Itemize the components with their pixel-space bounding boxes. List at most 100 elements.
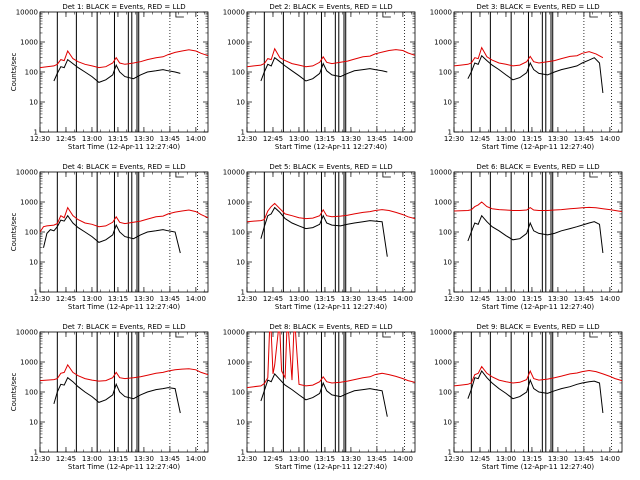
chart-panel-4: Det 4: BLACK = Events, RED = LLD 1 10 100 10… [10,163,209,311]
x-tick-label: 14:00 [393,295,413,303]
x-axis-label: Start Time (12-Apr-11 12:27:40) [68,463,180,471]
y-tick-label: 10 [443,99,452,107]
x-tick-label: 13:30 [548,135,568,143]
x-tick-label: 14:00 [186,295,206,303]
chart-title: Det 7: BLACK = Events, RED = LLD [62,323,185,331]
y-tick-label: 100 [439,389,452,397]
x-tick-label: 13:45 [574,295,594,303]
plot-frame [453,171,623,293]
x-tick-label: 14:00 [393,135,413,143]
x-axis-label: Start Time (12-Apr-11 12:27:40) [275,463,387,471]
y-tick-label: 1000 [227,39,245,47]
y-tick-label: 1000 [20,39,38,47]
y-tick-label: 1 [34,289,38,297]
x-tick-label: 13:30 [341,455,361,463]
x-tick-label: 13:15 [522,135,542,143]
chart-panel-7: Det 7: BLACK = Events, RED = LLD 1 10 100 10… [10,323,209,471]
x-tick-label: 12:45 [470,135,490,143]
x-tick-label: 12:30 [444,455,464,463]
x-tick-label: 13:45 [367,455,387,463]
x-tick-label: 13:15 [315,295,335,303]
x-tick-label: 13:15 [108,135,128,143]
events-series-line [260,206,388,257]
y-tick-label: 10 [443,419,452,427]
y-tick-label: 1000 [227,359,245,367]
x-tick-label: 13:00 [496,295,516,303]
x-axis-label: Start Time (12-Apr-11 12:27:40) [275,143,387,151]
plot-frame [39,331,209,453]
lld-series-line [246,47,416,68]
y-tick-label: 100 [232,229,245,237]
y-tick-label: 10000 [430,169,452,177]
y-axis-label: Counts/sec [10,213,18,252]
lld-series-line [39,363,209,382]
lld-series-line [453,365,623,387]
events-series-line [467,214,604,254]
x-tick-label: 13:00 [289,455,309,463]
x-tick-label: 12:45 [56,135,76,143]
x-axis-label: Start Time (12-Apr-11 12:27:40) [482,303,594,311]
interval-bracket [175,172,184,178]
x-tick-label: 12:45 [263,295,283,303]
x-tick-label: 13:45 [160,295,180,303]
chart-panel-2: Det 2: BLACK = Events, RED = LLD 1 10 100 10… [223,3,416,151]
chart-title: Det 8: BLACK = Events, RED = LLD [269,323,392,331]
x-tick-label: 13:00 [496,135,516,143]
x-tick-label: 13:15 [315,135,335,143]
lld-series-line [246,202,416,223]
lld-series-line [246,331,416,389]
x-axis-label: Start Time (12-Apr-11 12:27:40) [68,303,180,311]
events-series-line [467,54,604,94]
y-tick-label: 10000 [16,9,38,17]
x-tick-label: 13:00 [82,455,102,463]
x-tick-label: 13:15 [108,295,128,303]
x-tick-label: 14:00 [186,135,206,143]
x-tick-label: 13:45 [574,455,594,463]
x-tick-label: 13:45 [160,455,180,463]
y-tick-label: 10 [29,419,38,427]
x-axis-label: Start Time (12-Apr-11 12:27:40) [275,303,387,311]
y-axis-label: Counts/sec [10,53,18,92]
y-tick-label: 100 [25,69,38,77]
lld-series-line [453,46,604,67]
y-tick-label: 10000 [223,9,245,17]
x-tick-label: 12:30 [237,295,257,303]
x-tick-label: 14:00 [186,455,206,463]
x-tick-label: 12:45 [263,455,283,463]
y-tick-label: 1 [448,449,452,457]
chart-panel-6: Det 6: BLACK = Events, RED = LLD 1 10 100 10… [430,163,623,311]
y-tick-label: 1000 [227,199,245,207]
y-tick-label: 1 [241,289,245,297]
x-tick-label: 12:45 [56,295,76,303]
interval-bracket [382,332,391,338]
y-tick-label: 100 [232,389,245,397]
chart-title: Det 9: BLACK = Events, RED = LLD [476,323,599,331]
x-tick-label: 13:45 [160,135,180,143]
x-tick-label: 12:30 [30,295,50,303]
x-axis-label: Start Time (12-Apr-11 12:27:40) [68,143,180,151]
chart-panel-5: Det 5: BLACK = Events, RED = LLD 1 10 100 10… [223,163,416,311]
y-tick-label: 1 [34,129,38,137]
x-tick-label: 14:00 [600,455,620,463]
x-tick-label: 13:15 [522,295,542,303]
chart-title: Det 6: BLACK = Events, RED = LLD [476,163,599,171]
chart-title: Det 3: BLACK = Events, RED = LLD [476,3,599,11]
x-tick-label: 12:30 [30,455,50,463]
y-tick-label: 10 [443,259,452,267]
y-tick-label: 1 [241,129,245,137]
x-tick-label: 13:00 [289,135,309,143]
chart-title: Det 5: BLACK = Events, RED = LLD [269,163,392,171]
x-tick-label: 13:00 [82,295,102,303]
plot-frame [246,11,416,133]
events-series-line [467,370,604,414]
x-tick-label: 13:15 [315,455,335,463]
plot-frame [39,171,209,293]
y-tick-label: 10000 [223,169,245,177]
x-tick-label: 12:45 [263,135,283,143]
y-tick-label: 10 [236,259,245,267]
x-tick-label: 14:00 [600,135,620,143]
y-tick-label: 10 [29,99,38,107]
y-tick-label: 1 [448,129,452,137]
x-tick-label: 13:30 [548,295,568,303]
